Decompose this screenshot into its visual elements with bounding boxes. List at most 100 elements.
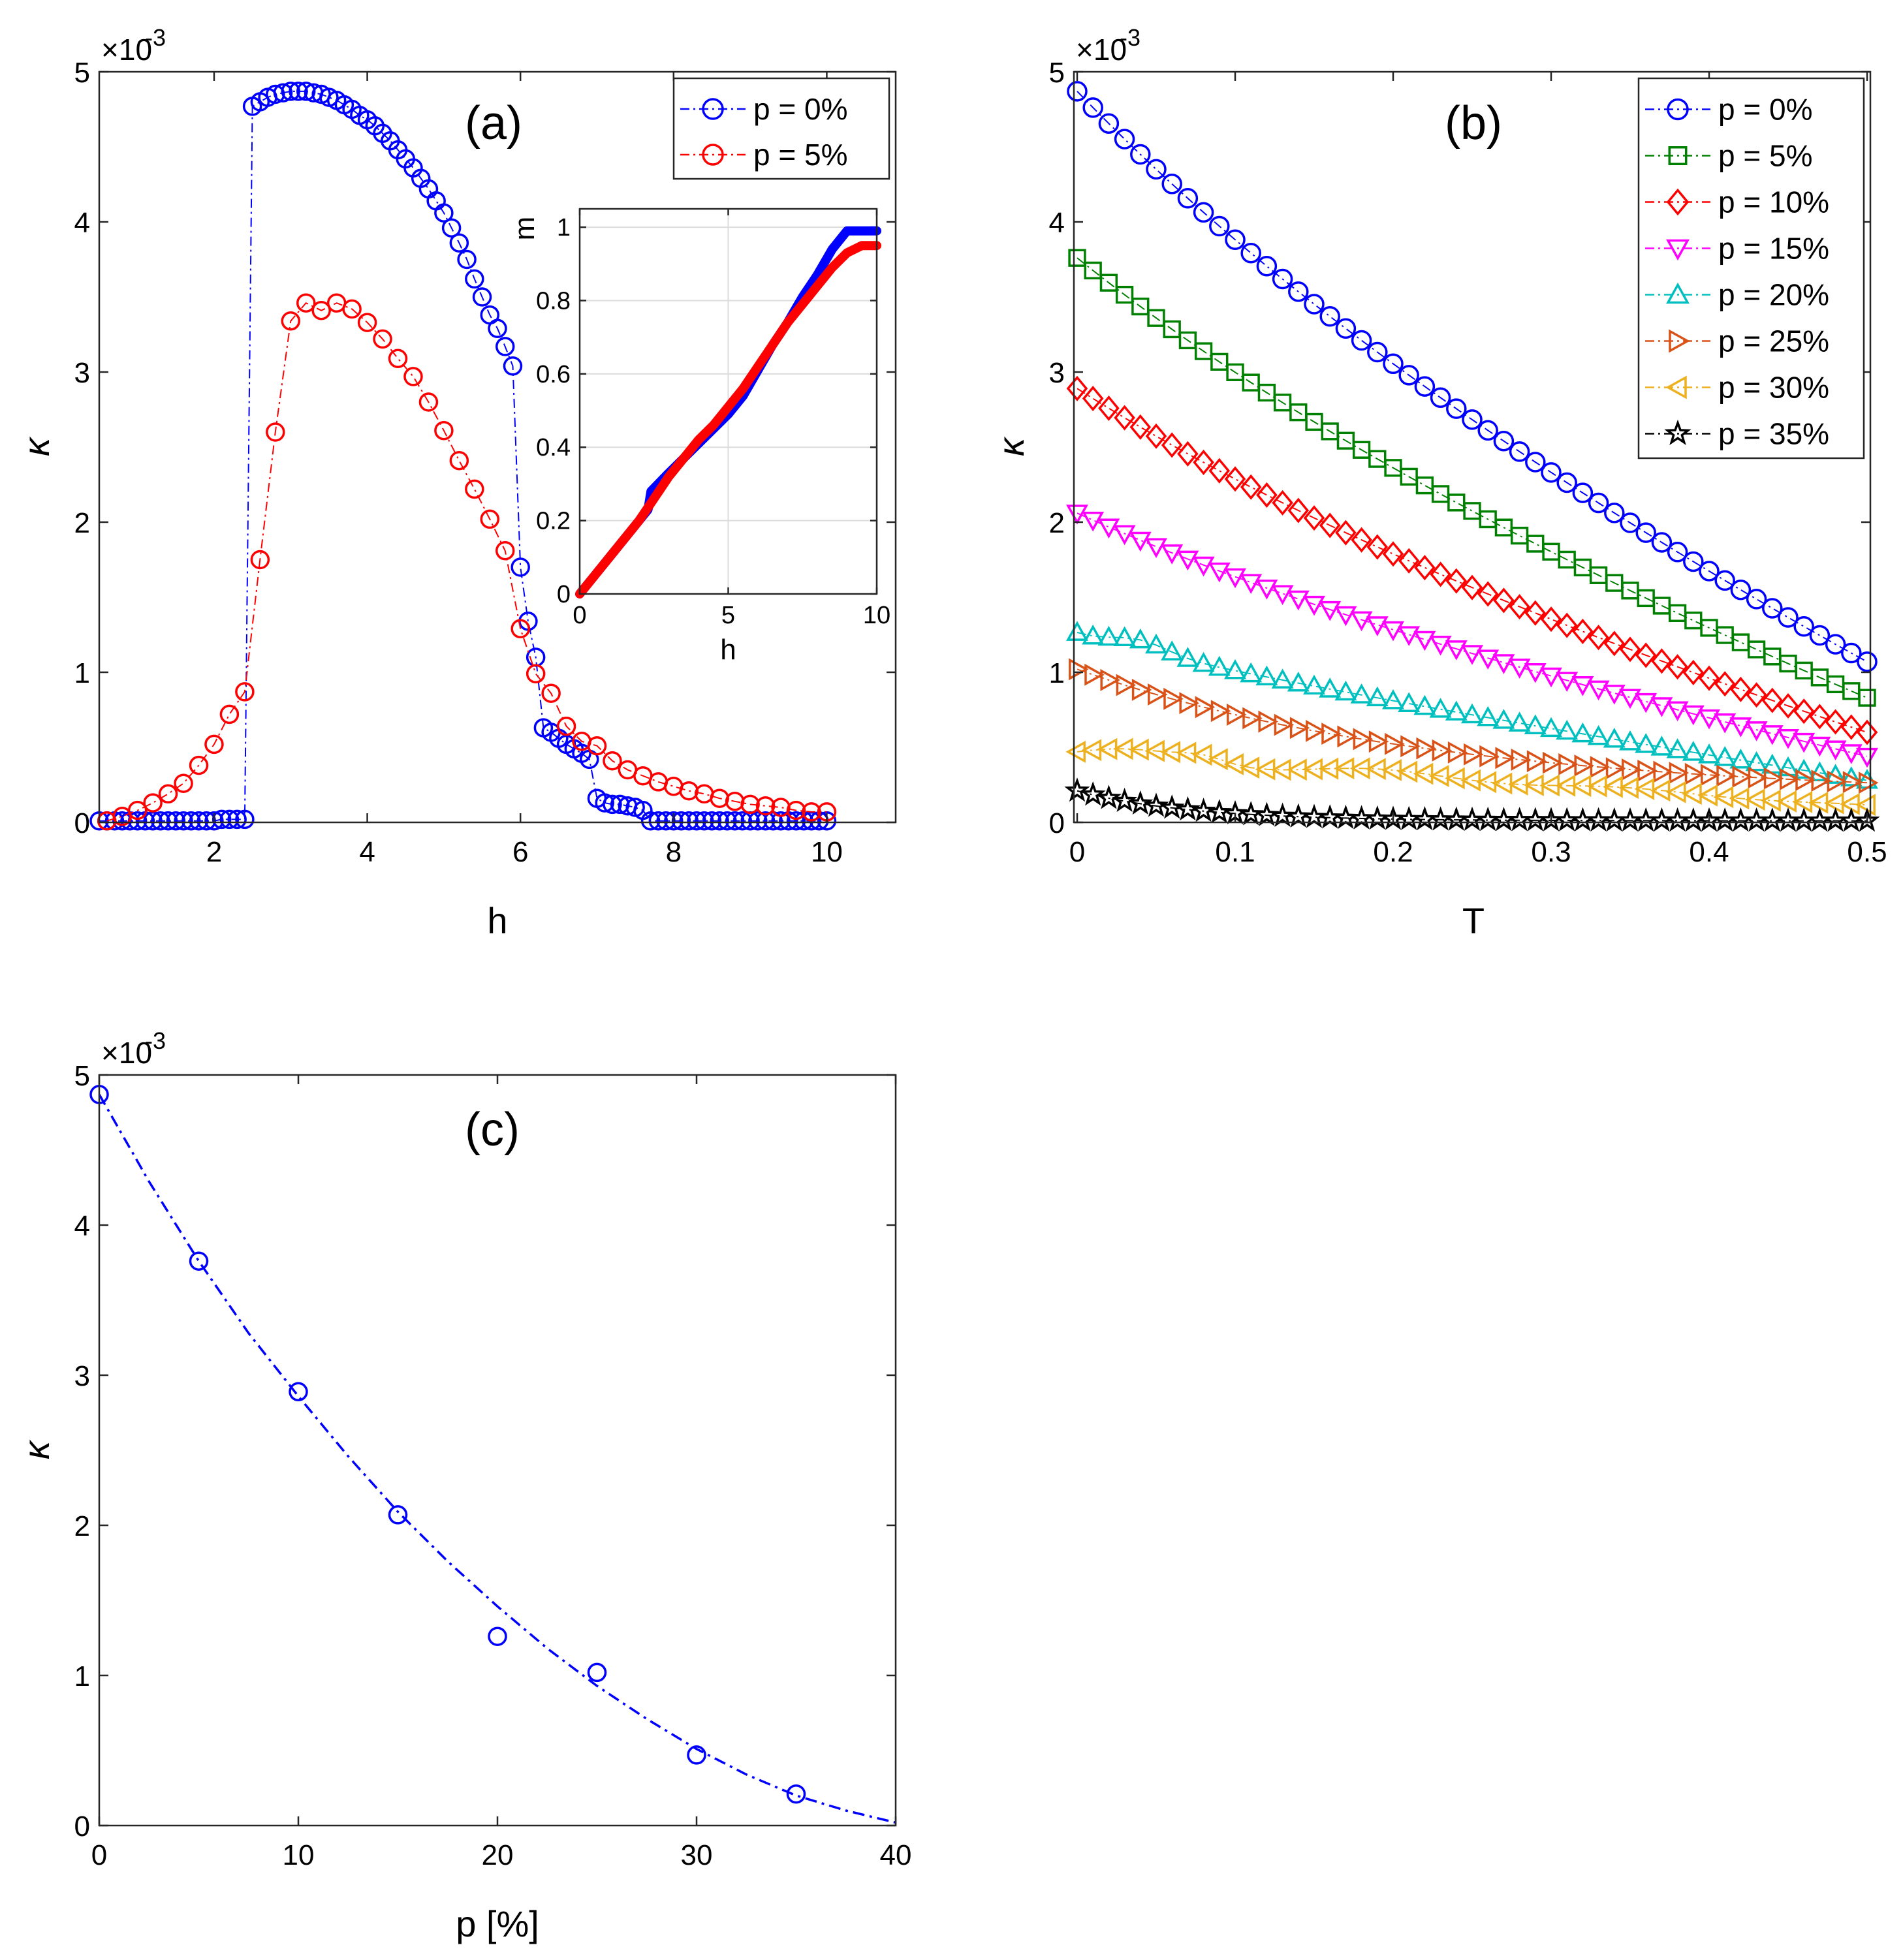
- legend-label: p = 0%: [753, 92, 848, 126]
- data-point: [342, 299, 362, 319]
- panel-a-legend: p = 0% p = 5%: [672, 77, 890, 180]
- data-point: [664, 811, 684, 831]
- data-point: [1210, 700, 1231, 723]
- data-point: [1714, 570, 1735, 591]
- legend-label: p = 10%: [1718, 185, 1829, 219]
- data-point: [1066, 621, 1088, 641]
- data-point: [1208, 655, 1231, 676]
- y-tick-label: 0.8: [536, 287, 571, 315]
- data-point: [1082, 386, 1104, 412]
- data-point: [786, 1784, 806, 1804]
- data-point: [1682, 783, 1702, 805]
- data-point: [511, 557, 530, 577]
- data-point: [1068, 249, 1086, 267]
- data-point: [1604, 503, 1625, 523]
- panel-b-xlabel: T: [1462, 900, 1485, 941]
- data-point: [1206, 799, 1233, 824]
- x-tick-label: 8: [666, 836, 682, 868]
- data-point: [1699, 561, 1720, 582]
- data-point: [1793, 758, 1816, 779]
- data-point: [1352, 441, 1371, 459]
- legend-box: [672, 77, 890, 180]
- inset-axes-box: [578, 208, 878, 595]
- y-tick-label: 4: [74, 207, 90, 239]
- data-point: [587, 736, 607, 756]
- data-point: [1414, 376, 1436, 397]
- x-tick-label: 0.2: [1373, 836, 1413, 868]
- data-point: [1303, 595, 1325, 616]
- data-point: [1148, 683, 1168, 706]
- data-point: [1857, 651, 1878, 672]
- data-point: [1526, 750, 1547, 773]
- data-point: [1793, 616, 1814, 637]
- data-point: [1556, 672, 1579, 692]
- data-point: [1683, 551, 1704, 572]
- data-point: [296, 293, 316, 313]
- data-point: [1809, 704, 1831, 730]
- inset-ylabel: m: [509, 217, 541, 241]
- data-point: [1097, 518, 1120, 538]
- data-point: [556, 717, 576, 736]
- data-point: [1129, 531, 1152, 552]
- data-point: [1082, 624, 1105, 645]
- data-point: [1462, 409, 1483, 430]
- data-point: [403, 367, 423, 386]
- data-point: [1590, 756, 1611, 779]
- data-point: [1159, 794, 1185, 819]
- data-point: [1841, 642, 1862, 664]
- data-point: [687, 811, 706, 831]
- data-point: [1224, 659, 1246, 679]
- x-tick-label: 0: [1069, 836, 1085, 868]
- data-point: [1730, 579, 1752, 600]
- data-point: [740, 794, 760, 815]
- data-point: [1746, 589, 1767, 610]
- x-tick-label: 0.1: [1215, 836, 1255, 868]
- x-tick-label: 0.5: [1847, 836, 1887, 868]
- data-point: [1777, 692, 1799, 719]
- data-point: [1335, 318, 1357, 339]
- data-point: [1730, 676, 1752, 702]
- data-point: [1256, 256, 1278, 277]
- data-point: [1194, 342, 1213, 360]
- data-point: [1714, 671, 1736, 697]
- x-tick-label: 2: [206, 836, 222, 868]
- data-point: [1192, 651, 1215, 672]
- data-point: [1854, 807, 1880, 832]
- y-tick-label: 1: [74, 1660, 90, 1692]
- panel-b-exponent: ×10: [1076, 33, 1127, 67]
- panel-a-axes-box: [98, 70, 897, 824]
- data-point: [1257, 383, 1276, 402]
- data-point: [1588, 492, 1609, 514]
- data-point: [1240, 242, 1261, 264]
- data-point: [1082, 511, 1105, 532]
- data-point: [418, 392, 439, 412]
- series-line: [1077, 748, 1868, 806]
- data-point: [1084, 261, 1102, 280]
- data-point: [1445, 568, 1468, 594]
- x-tick-label: 20: [482, 1839, 514, 1871]
- data-point: [1777, 729, 1799, 749]
- data-point: [1666, 701, 1689, 722]
- data-point: [1210, 352, 1229, 371]
- data-point: [189, 811, 209, 831]
- data-point: [1650, 736, 1673, 756]
- data-point: [235, 682, 255, 702]
- panel-b-legend: p = 0% p = 5% p = 10% p = 15% p = 20% p = 25%…: [1637, 77, 1865, 459]
- data-point: [1398, 365, 1419, 386]
- data-point: [495, 337, 515, 356]
- data-point: [771, 811, 791, 831]
- data-point: [1665, 781, 1686, 803]
- data-point: [1541, 462, 1562, 483]
- data-point: [1667, 542, 1688, 563]
- data-point: [1146, 159, 1167, 180]
- data-point: [1413, 630, 1436, 651]
- data-point: [1572, 482, 1594, 503]
- data-point: [748, 811, 768, 831]
- data-point: [1303, 674, 1325, 695]
- data-point: [1163, 320, 1181, 339]
- data-point: [1461, 645, 1483, 665]
- data-point: [1191, 798, 1217, 822]
- data-point: [1571, 722, 1594, 743]
- data-point: [603, 794, 622, 815]
- data-point: [1635, 522, 1656, 543]
